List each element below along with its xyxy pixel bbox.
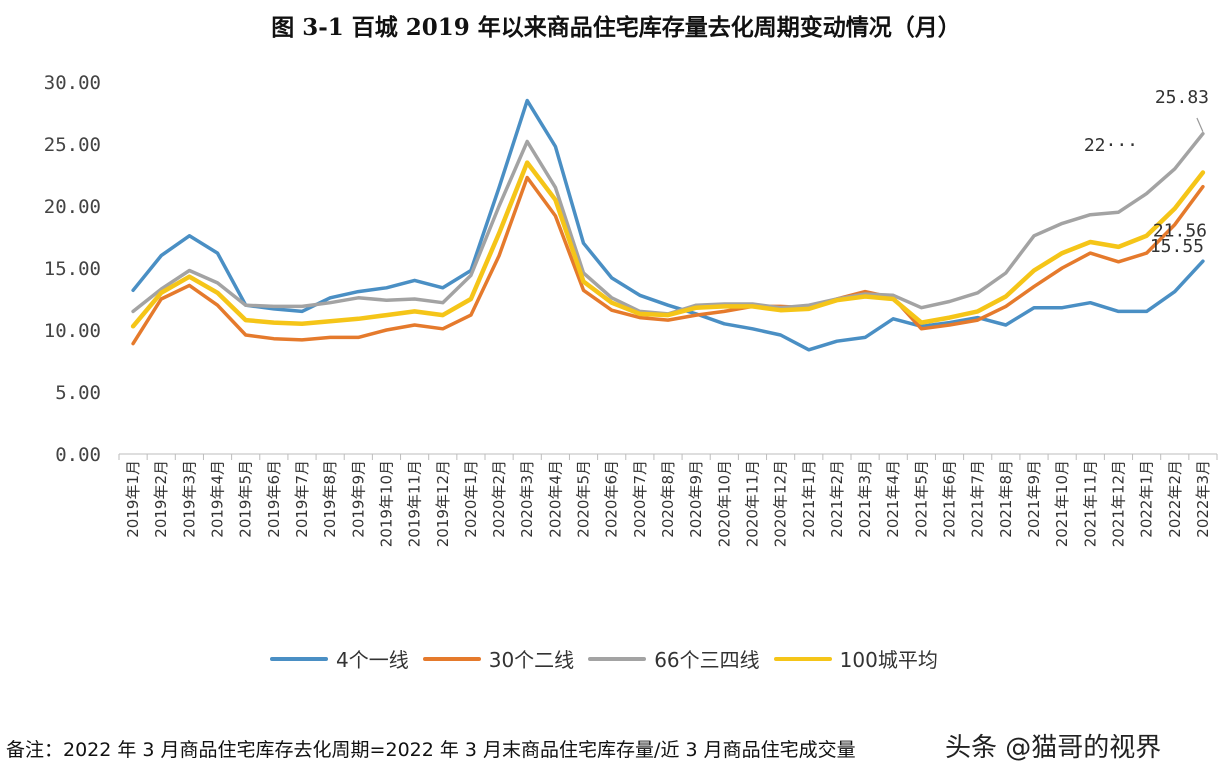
x-tick-label: 2021年10月 <box>1053 460 1071 547</box>
x-tick-label: 2019年12月 <box>434 460 452 547</box>
legend-swatch-avg100 <box>773 656 832 661</box>
legend-swatch-tier1 <box>270 656 328 661</box>
legend-item-tier2: 30个二线 <box>422 644 575 673</box>
x-tick-label: 2020年11月 <box>743 460 761 547</box>
legend-item-avg100: 100城平均 <box>773 644 938 673</box>
y-tick-label: 0.00 <box>55 444 101 466</box>
legend-item-tier34: 66个三四线 <box>588 644 760 673</box>
legend-label-tier34: 66个三四线 <box>654 648 760 672</box>
x-tick-label: 2020年12月 <box>772 460 790 547</box>
x-tick-label: 2020年1月 <box>462 460 480 538</box>
legend: 4个一线 30个二线 66个三四线 100城平均 <box>270 644 938 673</box>
data-label: 25.83 <box>1155 87 1209 108</box>
y-tick-label: 20.00 <box>44 196 101 218</box>
data-label: 15.55 <box>1150 236 1204 257</box>
x-tick-label: 2022年2月 <box>1166 460 1184 538</box>
axes <box>118 453 1218 460</box>
series-line <box>130 160 1206 329</box>
data-label: 21.56 <box>1153 221 1207 242</box>
series-line <box>131 131 1205 316</box>
legend-label-tier2: 30个二线 <box>488 648 575 672</box>
series-lines <box>130 98 1206 352</box>
x-tick-label: 2021年7月 <box>969 460 987 538</box>
x-tick-label: 2019年3月 <box>180 460 198 538</box>
x-tick-label: 2020年8月 <box>659 460 677 538</box>
x-tick-label: 2021年12月 <box>1109 460 1127 547</box>
footnote: 备注：2022 年 3 月商品住宅库存去化周期=2022 年 3 月末商品住宅库… <box>6 739 856 761</box>
x-tick-label: 2020年9月 <box>687 460 705 538</box>
x-tick-label: 2020年4月 <box>546 460 564 538</box>
watermark: 头条 @猫哥的视界 <box>945 733 1162 763</box>
data-label: 22··· <box>1084 135 1138 156</box>
x-tick-label: 2019年7月 <box>293 460 311 538</box>
x-tick-label: 2019年6月 <box>265 460 283 538</box>
x-tick-label: 2021年5月 <box>912 460 930 538</box>
x-tick-label: 2019年10月 <box>377 460 395 547</box>
y-tick-label: 15.00 <box>44 258 101 280</box>
x-tick-label: 2021年3月 <box>856 460 874 538</box>
series-line <box>131 175 1205 346</box>
x-tick-label: 2020年5月 <box>575 460 593 538</box>
x-tick-label: 2021年1月 <box>800 460 818 538</box>
chart-title: 图 3-1 百城 2019 年以来商品住宅库存量去化周期变动情况（月） <box>271 14 961 41</box>
x-tick-label: 2019年5月 <box>237 460 255 538</box>
x-tick-label: 2021年2月 <box>828 460 846 538</box>
x-tick-label: 2021年8月 <box>997 460 1015 538</box>
x-tick-label: 2019年11月 <box>406 460 424 547</box>
x-tick-label: 2021年11月 <box>1081 460 1099 547</box>
legend-label-tier1: 4个一线 <box>336 648 409 672</box>
x-tick-label: 2022年1月 <box>1138 460 1156 538</box>
x-tick-label: 2019年1月 <box>124 460 142 538</box>
x-ticks: 2019年1月 2019年2月 2019年3月 2019年4月 2019年5月 2019年… <box>124 460 1212 547</box>
y-ticks: 0.00 5.00 10.00 15.00 20.00 25.00 30.00 <box>44 72 101 466</box>
x-tick-label: 2021年6月 <box>941 460 959 538</box>
x-tick-label: 2019年4月 <box>209 460 227 538</box>
annotation-leader <box>1196 117 1204 132</box>
x-tick-label: 2020年10月 <box>715 460 733 547</box>
legend-label-avg100: 100城平均 <box>839 648 938 672</box>
y-tick-label: 5.00 <box>55 382 101 404</box>
x-tick-label: 2020年7月 <box>631 460 649 538</box>
y-tick-label: 25.00 <box>44 134 101 156</box>
y-tick-label: 30.00 <box>44 72 101 94</box>
x-tick-label: 2019年8月 <box>321 460 339 538</box>
x-tick-label: 2020年6月 <box>603 460 621 538</box>
x-tick-label: 2021年4月 <box>884 460 902 538</box>
legend-swatch-tier34 <box>588 656 647 661</box>
legend-item-tier1: 4个一线 <box>270 644 409 673</box>
x-tick-label: 2019年2月 <box>152 460 170 538</box>
x-tick-label: 2019年9月 <box>349 460 367 538</box>
x-tick-label: 2022年3月 <box>1194 460 1212 538</box>
x-tick-label: 2021年9月 <box>1025 460 1043 538</box>
x-tick-label: 2020年3月 <box>518 460 536 538</box>
legend-swatch-tier2 <box>422 656 481 661</box>
x-tick-label: 2020年2月 <box>490 460 508 538</box>
y-tick-label: 10.00 <box>44 320 101 342</box>
